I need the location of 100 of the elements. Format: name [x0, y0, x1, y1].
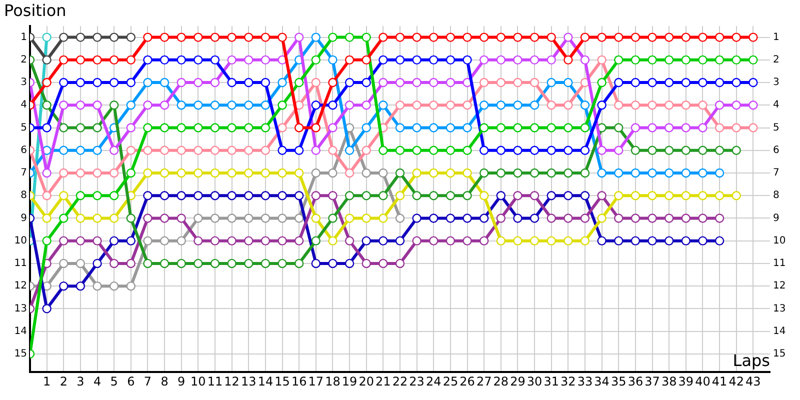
point: [412, 123, 422, 132]
point: [244, 146, 254, 155]
point: [378, 191, 388, 200]
point: [126, 236, 136, 246]
point: [462, 55, 472, 65]
point: [328, 32, 338, 42]
point: [462, 191, 472, 200]
point: [344, 100, 354, 110]
point: [513, 214, 522, 223]
point: [210, 78, 220, 88]
point: [462, 214, 472, 223]
point: [260, 32, 270, 42]
x-tick-label: 12: [224, 374, 240, 388]
y-tick-label: 14: [14, 326, 27, 337]
point: [395, 55, 405, 65]
point: [176, 146, 186, 155]
point: [664, 55, 674, 65]
y-axis-title: Position: [4, 1, 66, 20]
point: [194, 55, 203, 65]
point: [648, 236, 657, 246]
point: [59, 55, 68, 65]
point: [664, 100, 674, 110]
point: [126, 214, 136, 223]
x-tick-label: 37: [644, 374, 660, 388]
point: [378, 236, 388, 246]
point: [76, 146, 86, 155]
point: [664, 168, 674, 178]
point: [378, 258, 388, 268]
point: [278, 100, 287, 110]
x-tick-label: 6: [127, 374, 135, 388]
point: [92, 236, 102, 246]
point: [530, 214, 540, 223]
point: [648, 168, 657, 178]
point: [59, 191, 68, 200]
x-tick-label: 16: [291, 374, 307, 388]
point: [210, 32, 220, 42]
y2-tick-label: 12: [773, 280, 786, 292]
point: [412, 146, 422, 155]
point: [513, 123, 522, 132]
x-tick-label: 24: [426, 374, 442, 388]
point: [597, 55, 606, 65]
point: [748, 78, 758, 88]
point: [614, 191, 624, 200]
point: [176, 191, 186, 200]
point: [311, 123, 321, 132]
point: [92, 32, 102, 42]
point: [630, 191, 640, 200]
point: [210, 55, 220, 65]
point: [429, 100, 438, 110]
point: [176, 168, 186, 178]
point: [496, 146, 506, 155]
point: [513, 168, 522, 178]
x-tick-label: 9: [178, 374, 186, 388]
point: [92, 281, 102, 291]
point: [344, 258, 354, 268]
point: [311, 55, 321, 65]
point: [378, 100, 388, 110]
point: [126, 146, 136, 155]
point: [580, 168, 590, 178]
point: [92, 191, 102, 200]
point: [681, 123, 691, 132]
point: [210, 258, 220, 268]
point: [311, 100, 321, 110]
point: [513, 55, 522, 65]
point: [496, 236, 506, 246]
point: [648, 100, 657, 110]
point: [378, 146, 388, 155]
point: [278, 191, 287, 200]
point: [395, 78, 405, 88]
point: [42, 55, 52, 65]
point: [227, 168, 236, 178]
x-tick-label: 1: [43, 374, 51, 388]
point: [260, 214, 270, 223]
point: [160, 146, 170, 155]
point: [59, 123, 68, 132]
point: [530, 55, 540, 65]
x-tick-label: 35: [610, 374, 626, 388]
point: [412, 78, 422, 88]
point: [278, 123, 287, 132]
point: [732, 78, 741, 88]
point: [664, 191, 674, 200]
point: [564, 236, 573, 246]
point: [42, 100, 52, 110]
point: [143, 123, 152, 132]
point: [429, 55, 438, 65]
point: [210, 146, 220, 155]
point: [748, 100, 758, 110]
point: [429, 123, 438, 132]
point: [395, 146, 405, 155]
point: [546, 214, 556, 223]
point: [109, 258, 119, 268]
x-tick-label: 26: [460, 374, 475, 388]
point: [143, 191, 152, 200]
x-tick-label: 22: [392, 374, 408, 388]
point: [311, 191, 321, 200]
point: [513, 236, 522, 246]
point: [446, 168, 456, 178]
point: [462, 123, 472, 132]
point: [76, 168, 86, 178]
point: [630, 32, 640, 42]
